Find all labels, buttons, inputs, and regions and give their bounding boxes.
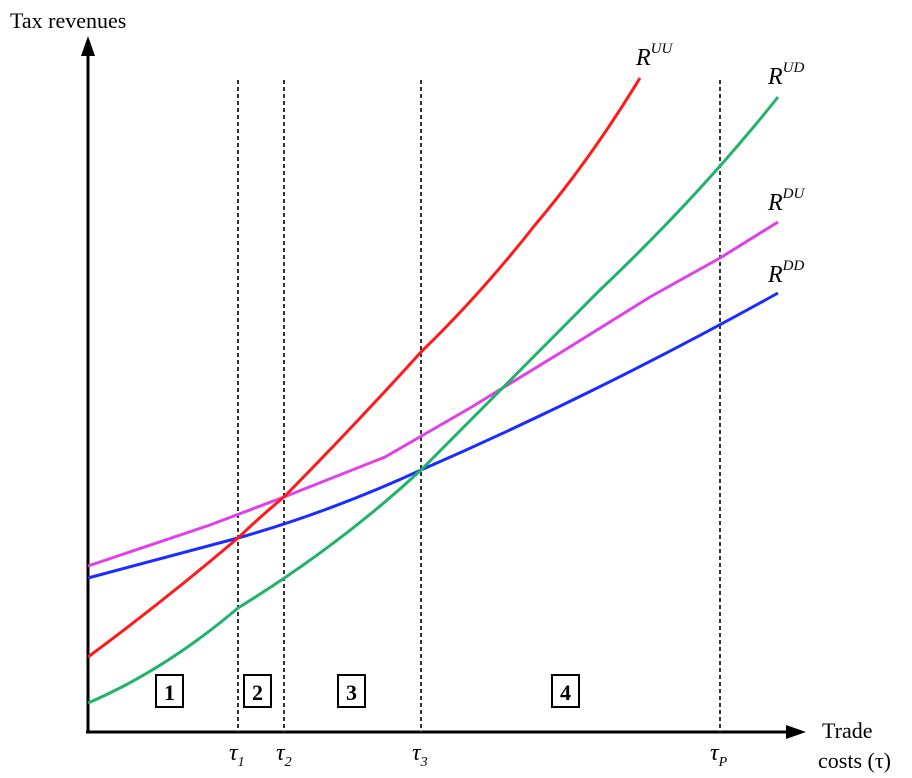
tick-label-t3-sub: 3	[420, 755, 428, 770]
y-axis-arrow	[81, 36, 95, 56]
x-axis-title-line2: costs (τ)	[818, 748, 891, 773]
region-label-2: 2	[252, 680, 263, 705]
region-box-4: 4	[551, 674, 580, 708]
region-label-3: 3	[346, 680, 357, 705]
region-label-4: 4	[560, 680, 571, 705]
curve-rdd	[87, 291, 779, 580]
x-axis-title-line1: Trade	[822, 718, 873, 743]
curve-label-rdd-sup: DD	[782, 258, 805, 274]
region-box-1: 1	[155, 674, 184, 708]
threshold-lines	[237, 80, 721, 732]
tick-label-t1: τ1	[229, 740, 245, 770]
tick-label-t3: τ3	[412, 740, 428, 770]
tick-label-t1-base: τ	[229, 740, 239, 766]
tick-label-tp-sub: P	[718, 755, 728, 770]
curve-label-ruu-base: R	[635, 45, 651, 71]
region-box-2: 2	[243, 674, 272, 708]
x-axis-arrow	[786, 725, 806, 739]
curve-rdu	[87, 220, 779, 568]
curve-label-rud-sup: UD	[783, 60, 805, 76]
curve-label-rud-base: R	[767, 64, 783, 90]
curve-label-rdd: RDD	[767, 258, 805, 288]
curve-rud	[87, 96, 780, 705]
tick-label-tp-base: τ	[710, 740, 720, 766]
curve-label-rdu: RDU	[767, 186, 806, 216]
region-box-3: 3	[337, 674, 366, 708]
tick-label-t1-sub: 1	[238, 755, 245, 770]
curve-label-rud: RUD	[767, 60, 805, 90]
curve-label-rdu-base: R	[767, 190, 783, 216]
tick-label-t2-base: τ	[276, 740, 286, 766]
tick-label-tp: τP	[710, 740, 728, 770]
curve-label-rdu-sup: DU	[782, 186, 806, 202]
region-label-1: 1	[164, 680, 175, 705]
y-axis-title: Tax revenues	[10, 8, 126, 33]
tick-label-t2: τ2	[276, 740, 292, 770]
tick-label-t3-base: τ	[412, 740, 422, 766]
curve-label-ruu-sup: UU	[651, 41, 674, 57]
curve-label-rdd-base: R	[767, 262, 783, 288]
curve-label-ruu: RUU	[635, 41, 674, 71]
tick-label-t2-sub: 2	[285, 755, 292, 770]
curve-ruu	[87, 77, 642, 659]
